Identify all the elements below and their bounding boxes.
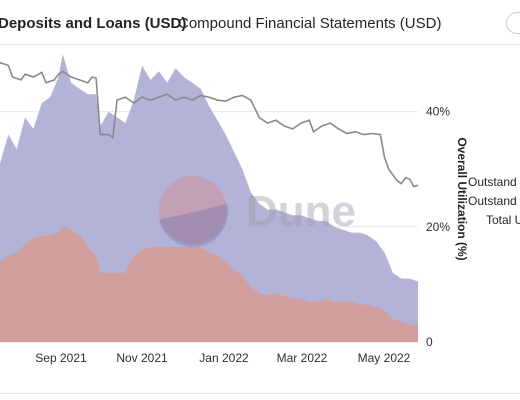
chart-title: Deposits and Loans (USD) <box>0 15 187 32</box>
y-right-tick-2: 40% <box>426 105 450 119</box>
x-tick-label-partial: l <box>0 351 1 365</box>
watermark-logo-top <box>159 176 227 244</box>
x-tick-label-2: Jan 2022 <box>199 351 249 365</box>
chart-subtitle-tab[interactable]: Compound Financial Statements (USD) <box>178 15 442 32</box>
loans-area <box>0 226 418 342</box>
x-tick-label-3: Mar 2022 <box>277 351 328 365</box>
expand-button[interactable] <box>506 12 520 34</box>
utilization-line <box>0 61 419 188</box>
watermark-text: Dune <box>246 187 356 236</box>
x-tick-label-0: Sep 2021 <box>35 351 87 365</box>
x-tick-label-1: Nov 2021 <box>116 351 168 365</box>
x-tick-label-4: May 2022 <box>358 351 411 365</box>
watermark-logo-bottom <box>159 204 228 247</box>
legend-item-outstanding-loans[interactable]: Outstand <box>468 194 517 208</box>
legend-item-outstanding-deposits[interactable]: Outstand <box>468 175 517 189</box>
y-right-tick-1: 20% <box>426 220 450 234</box>
deposits-area <box>0 54 418 342</box>
y-right-axis-label: Overall Utilization (%) <box>455 137 469 260</box>
bottom-divider <box>0 393 520 394</box>
chart-svg: Dune Sep 2021 Nov 2021 Jan 2022 Mar 2022 May … <box>0 54 469 365</box>
y-right-tick-0: 0 <box>426 335 433 349</box>
chart-header: Deposits and Loans (USD) Compound Financ… <box>0 0 520 45</box>
legend-item-total-utilization[interactable]: Total U <box>486 213 520 227</box>
